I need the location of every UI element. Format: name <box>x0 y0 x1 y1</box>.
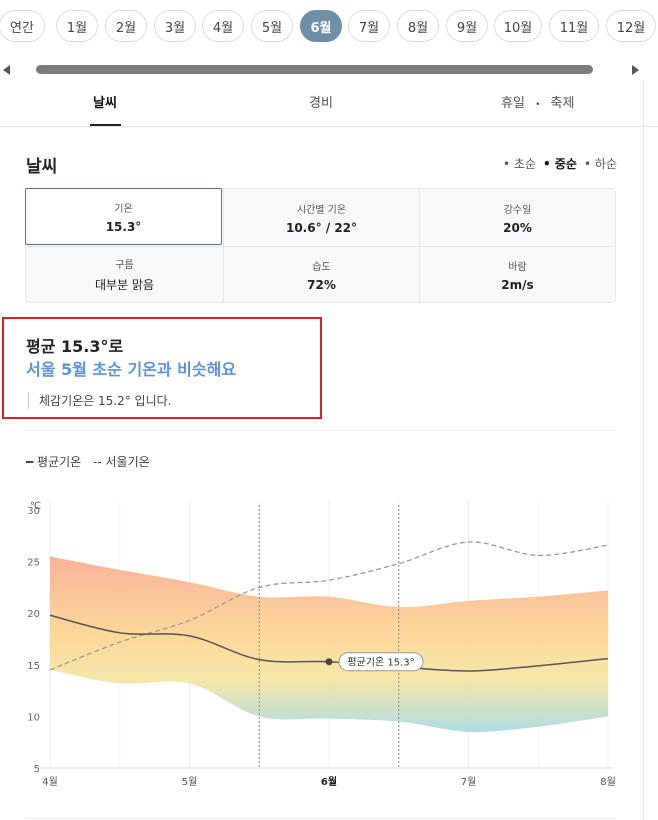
stat-label: 구름 <box>115 260 134 271</box>
x-tick-label: 7월 <box>461 776 477 788</box>
month-chip-8[interactable]: 8월 <box>397 10 439 42</box>
y-tick-label: 20 <box>27 609 40 620</box>
tab-holiday-festival[interactable]: 휴일 • 축제 <box>501 92 574 111</box>
stat-temperature[interactable]: 기온 15.3° <box>25 188 222 245</box>
month-chip-10[interactable]: 10월 <box>494 10 542 42</box>
month-chip-annual[interactable]: 연간 <box>0 10 45 42</box>
season-mid[interactable]: • 중순 <box>543 155 577 172</box>
temperature-range-band <box>50 556 608 733</box>
y-axis-unit: ℃ <box>30 501 41 512</box>
weather-heading: 날씨 <box>26 157 58 177</box>
month-chip-9[interactable]: 9월 <box>446 10 488 42</box>
bottom-divider <box>25 818 616 819</box>
highlight-box <box>2 317 322 419</box>
month-chip-5[interactable]: 5월 <box>251 10 293 42</box>
x-tick-label: 8월 <box>600 776 616 788</box>
stat-value: 20% <box>503 220 532 235</box>
scroll-right-icon[interactable] <box>632 65 639 75</box>
horizontal-scrollbar[interactable] <box>0 62 658 78</box>
grid-divider <box>26 246 223 247</box>
season-late[interactable]: • 하순 <box>584 155 617 172</box>
average-marker-dot <box>325 658 333 666</box>
grid-divider <box>223 246 616 247</box>
month-selector: 연간 1월 2월 3월 4월 5월 6월 7월 8월 9월 10월 11월 12… <box>0 10 658 46</box>
scrollbar-thumb[interactable] <box>36 65 593 74</box>
month-chip-2[interactable]: 2월 <box>105 10 147 42</box>
stat-value: 10.6° / 22° <box>285 220 358 235</box>
average-marker-label: 평균기온 15.3° <box>347 657 414 669</box>
y-tick-label: 5 <box>34 764 40 775</box>
season-mid-label: 중순 <box>554 157 577 171</box>
tab-weather[interactable]: 날씨 <box>93 96 117 111</box>
season-early-label: 초순 <box>513 157 536 171</box>
stat-humidity[interactable]: 습도 72% <box>223 246 420 303</box>
stat-label: 습도 <box>312 261 331 273</box>
x-tick-label: 4월 <box>42 776 58 788</box>
active-tab-indicator <box>90 124 121 126</box>
stat-hourly-temperature[interactable]: 시간별 기온 10.6° / 22° <box>223 189 420 246</box>
month-chip-6[interactable]: 6월 <box>300 10 342 42</box>
season-mid-dot: • <box>543 157 555 171</box>
chart-legend: ━ 평균기온 -- 서울기온 <box>26 453 158 470</box>
month-chip-4[interactable]: 4월 <box>202 10 244 42</box>
tab-holiday-label: 휴일 <box>501 96 525 111</box>
season-late-dot: • <box>584 157 595 171</box>
month-chip-11[interactable]: 11월 <box>549 10 599 42</box>
stat-value: 2m/s <box>501 277 534 292</box>
page-edge-divider <box>643 80 644 820</box>
x-tick-label: 5월 <box>182 776 198 788</box>
legend-seoul: -- 서울기온 <box>93 455 150 469</box>
stat-value: 72% <box>307 277 336 292</box>
stat-label: 강수일 <box>503 204 532 216</box>
series-seoul-line <box>49 541 609 671</box>
weather-stats-grid: 기온 15.3° 시간별 기온 10.6° / 22° 강수일 20% 구름 대… <box>25 188 616 303</box>
season-early[interactable]: • 초순 <box>503 155 536 172</box>
feels-like-text: 체감기온은 15.2° 입니다. <box>28 392 171 409</box>
average-marker-tag <box>338 652 424 672</box>
section-divider <box>25 430 616 431</box>
x-tick-label: 6월 <box>321 776 337 788</box>
stat-wind[interactable]: 바람 2m/s <box>419 246 616 303</box>
month-chip-12[interactable]: 12월 <box>606 10 656 42</box>
scroll-left-icon[interactable] <box>3 65 10 75</box>
y-tick-label: 30 <box>27 506 40 517</box>
month-chip-7[interactable]: 7월 <box>348 10 390 42</box>
stat-label: 바람 <box>508 261 527 273</box>
month-chip-1[interactable]: 1월 <box>56 10 98 42</box>
grid-divider <box>419 189 420 302</box>
tab-cost[interactable]: 경비 <box>309 96 333 111</box>
stat-value: 대부분 맑음 <box>94 278 154 292</box>
y-tick-label: 15 <box>27 661 40 672</box>
grid-divider <box>223 189 224 302</box>
average-temperature-summary: 평균 15.3°로 <box>26 337 124 356</box>
y-tick-label: 10 <box>27 712 40 723</box>
stat-label: 기온 <box>114 203 133 215</box>
stat-value: 15.3° <box>105 219 142 234</box>
stat-rain-days[interactable]: 강수일 20% <box>419 189 616 246</box>
legend-average: ━ 평균기온 <box>26 455 82 469</box>
y-tick-label: 25 <box>27 558 40 569</box>
stat-label: 시간별 기온 <box>296 204 347 216</box>
seoul-comparison-text: 서울 5월 초순 기온과 비슷해요 <box>26 360 237 379</box>
temperature-chart: 4월 5월 6월 7월 8월 ℃30 25 20 15 10 5 평균기온 15.3° <box>27 500 616 788</box>
category-tabs: 날씨 경비 휴일 • 축제 <box>0 80 658 127</box>
month-chip-3[interactable]: 3월 <box>154 10 196 42</box>
season-late-label: 하순 <box>594 157 617 171</box>
stat-cloud[interactable]: 구름 대부분 맑음 <box>26 246 223 303</box>
season-early-dot: • <box>503 157 514 171</box>
tab-festival-label: 축제 <box>550 96 575 111</box>
tab-separator-dot: • <box>535 100 541 110</box>
